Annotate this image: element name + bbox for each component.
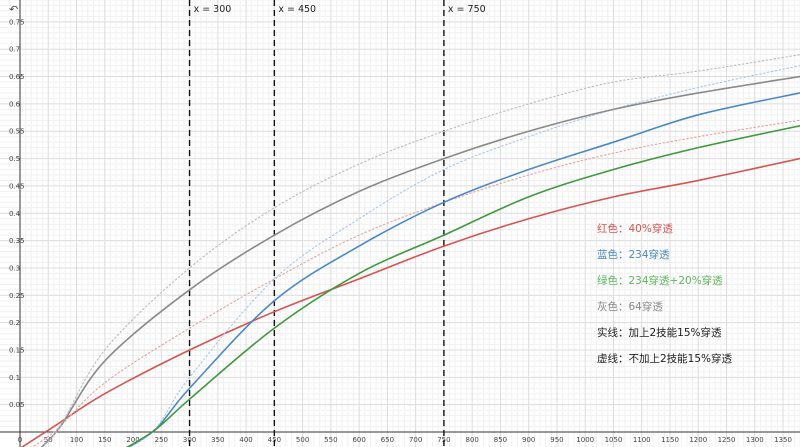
series-line [40,75,800,447]
x-tick-label: 1100 [633,436,651,444]
legend-entry: 灰色：64穿透 [597,300,663,313]
x-tick-label: 700 [409,436,422,444]
x-tick-label: 150 [98,436,111,444]
x-tick-label: 1200 [689,436,707,444]
legend-entry: 虚线：不加上2技能15%穿透 [597,352,733,365]
x-tick-label: 850 [494,436,507,444]
x-tick-label: 550 [324,436,337,444]
x-tick-label: 600 [352,436,365,444]
y-tick-label: 0.55 [9,128,25,136]
y-tick-label: 0.5 [9,155,20,163]
y-tick-label: 0.2 [9,319,20,327]
vertical-line-label: x = 450 [278,4,316,15]
x-tick-label: 950 [550,436,563,444]
y-tick-label: 0.7 [9,46,20,54]
y-tick-label: 0.4 [9,210,21,218]
x-tick-label: 1250 [718,436,736,444]
legend-entry: 实线：加上2技能15%穿透 [597,326,722,339]
x-tick-label: 250 [155,436,168,444]
series-line-dotted [41,54,800,447]
x-tick-label: 200 [126,436,139,444]
series-line-dotted [128,65,800,447]
y-tick-label: 0.6 [9,100,21,108]
legend-entry: 绿色：234穿透+20%穿透 [597,274,723,287]
x-tick-label: 1350 [774,436,792,444]
x-tick-label: 1000 [576,436,594,444]
y-tick-label: 0.15 [9,346,25,354]
y-tick-label: 0.25 [9,292,25,300]
x-tick-label: 900 [522,436,535,444]
x-tick-label: 1300 [746,436,764,444]
series-line [127,92,800,447]
y-tick-label: 0.1 [9,374,20,382]
y-tick-label: 0.3 [9,264,20,272]
x-tick-label: 1150 [661,436,679,444]
y-tick-label: 0.75 [9,18,25,26]
undo-icon[interactable]: ↶ [9,3,19,16]
series-line-dotted [30,119,800,447]
x-tick-label: 650 [381,436,394,444]
x-tick-label: 100 [70,436,83,444]
y-tick-label: 0.05 [9,401,25,409]
legend-entry: 蓝色：234穿透 [597,248,670,261]
x-tick-label: 350 [211,436,224,444]
y-tick-label: 0.35 [9,237,25,245]
x-tick-label: 1050 [605,436,623,444]
series-line [125,124,800,447]
x-tick-label: 500 [296,436,309,444]
y-tick-label: 0.45 [9,182,25,190]
legend-entry: 红色：40%穿透 [597,222,673,235]
x-tick-label: 800 [465,436,478,444]
y-tick-label: 0.65 [9,73,25,81]
x-tick-label: 400 [239,436,252,444]
vertical-line-label: x = 300 [194,4,232,15]
series-line [20,157,800,447]
vertical-line-label: x = 750 [448,4,486,15]
x-tick-label: 0 [18,436,22,444]
